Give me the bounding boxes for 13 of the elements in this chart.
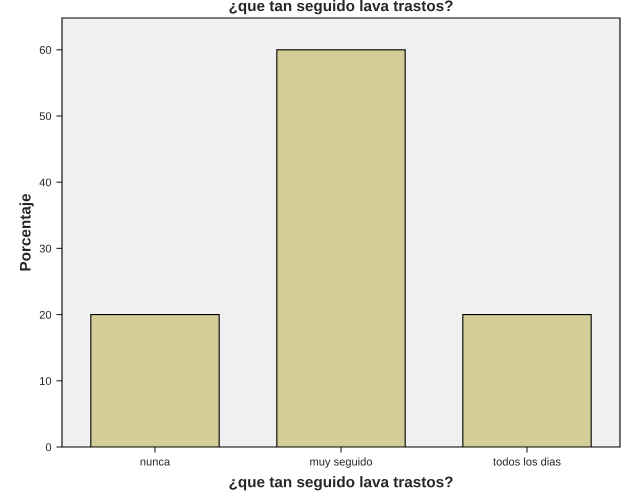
chart-title: ¿que tan seguido lava trastos? [229, 0, 453, 14]
y-tick-label: 30 [40, 244, 52, 253]
y-tick-label: 0 [46, 443, 52, 452]
y-tick-label: 10 [40, 377, 52, 385]
x-axis-title: ¿que tan seguido lava trastos? [229, 476, 453, 490]
x-tick-label: nunca [140, 459, 170, 466]
y-tick-label: 40 [39, 178, 52, 186]
x-tick-label: todos los dias [493, 457, 561, 466]
y-axis-title: Porcentaje [19, 194, 34, 271]
y-tick-label: 20 [40, 310, 52, 319]
y-tick-label: 50 [40, 112, 52, 120]
x-tick-label: muy seguido [310, 457, 372, 468]
y-tick-label: 60 [40, 46, 52, 54]
